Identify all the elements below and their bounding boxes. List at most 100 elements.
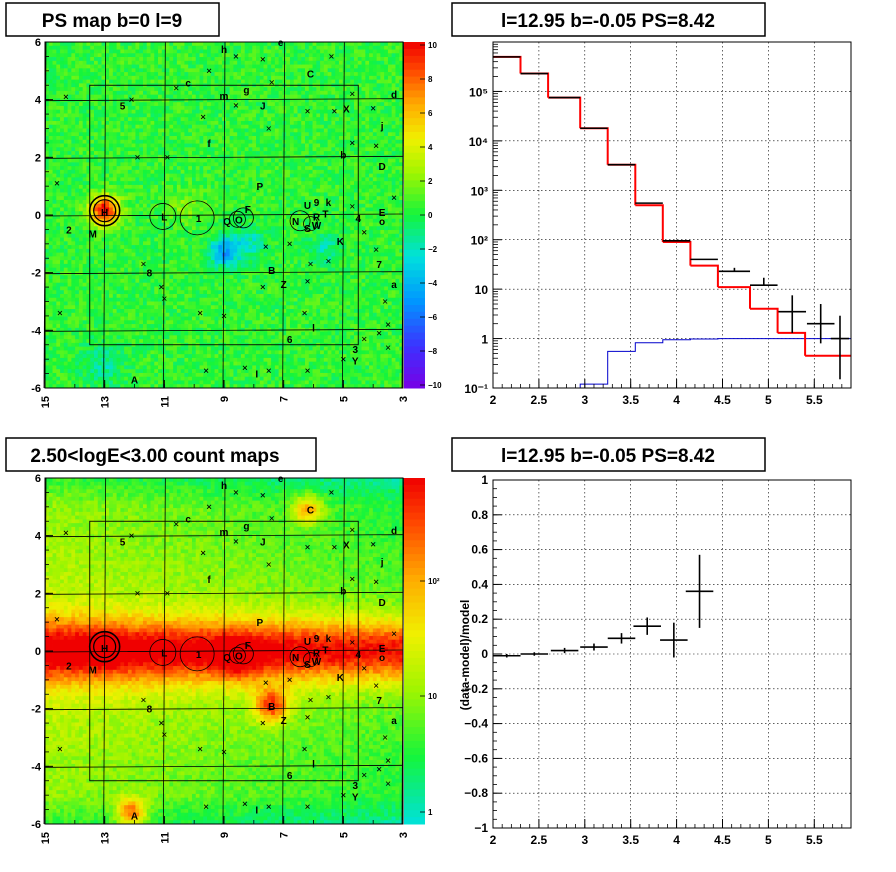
map-pixel bbox=[158, 354, 162, 358]
map-pixel bbox=[135, 294, 139, 298]
map-pixel bbox=[124, 279, 128, 283]
map-pixel bbox=[207, 177, 211, 181]
map-pixel bbox=[68, 309, 72, 313]
map-pixel bbox=[169, 275, 173, 279]
map-pixel bbox=[45, 241, 49, 245]
map-pixel bbox=[90, 256, 94, 260]
map-pixel bbox=[177, 279, 181, 283]
map-pixel bbox=[56, 317, 60, 321]
map-pixel bbox=[132, 170, 136, 174]
map-pixel bbox=[102, 294, 106, 298]
map-pixel bbox=[188, 95, 192, 99]
map-pixel bbox=[192, 369, 196, 373]
map-pixel bbox=[109, 65, 113, 69]
map-pixel bbox=[237, 335, 241, 339]
map-pixel bbox=[245, 305, 249, 309]
map-pixel bbox=[166, 151, 170, 155]
map-pixel bbox=[151, 50, 155, 54]
map-pixel bbox=[120, 113, 124, 117]
map-pixel bbox=[139, 324, 143, 328]
map-pixel bbox=[45, 177, 49, 181]
map-pixel bbox=[68, 343, 72, 347]
map-pixel bbox=[139, 129, 143, 133]
map-pixel bbox=[203, 207, 207, 211]
map-pixel bbox=[203, 162, 207, 166]
map-pixel bbox=[233, 42, 237, 46]
map-pixel bbox=[207, 50, 211, 54]
map-pixel bbox=[71, 113, 75, 117]
map-pixel bbox=[132, 283, 136, 287]
map-pixel bbox=[169, 302, 173, 306]
map-pixel bbox=[248, 65, 252, 69]
map-pixel bbox=[203, 298, 207, 302]
map-pixel bbox=[218, 249, 222, 253]
map-pixel bbox=[135, 87, 139, 91]
map-pixel bbox=[226, 365, 230, 369]
map-pixel bbox=[166, 110, 170, 114]
map-pixel bbox=[162, 207, 166, 211]
map-pixel bbox=[135, 234, 139, 238]
map-pixel bbox=[169, 294, 173, 298]
map-pixel bbox=[71, 238, 75, 242]
map-pixel bbox=[139, 189, 143, 193]
map-pixel bbox=[90, 159, 94, 163]
map-pixel bbox=[192, 268, 196, 272]
map-pixel bbox=[203, 317, 207, 321]
map-pixel bbox=[207, 305, 211, 309]
map-pixel bbox=[192, 283, 196, 287]
map-pixel bbox=[128, 309, 132, 313]
map-pixel bbox=[128, 177, 132, 181]
map-pixel bbox=[132, 80, 136, 84]
map-pixel bbox=[139, 102, 143, 106]
map-pixel bbox=[233, 65, 237, 69]
map-pixel bbox=[248, 121, 252, 125]
map-pixel bbox=[241, 102, 245, 106]
map-pixel bbox=[215, 223, 219, 227]
map-pixel bbox=[162, 151, 166, 155]
map-pixel bbox=[132, 328, 136, 332]
map-pixel bbox=[196, 241, 200, 245]
map-pixel bbox=[98, 362, 102, 366]
map-pixel bbox=[128, 57, 132, 61]
map-pixel bbox=[94, 313, 98, 317]
map-pixel bbox=[124, 324, 128, 328]
map-pixel bbox=[98, 253, 102, 257]
map-pixel bbox=[60, 211, 64, 215]
map-pixel bbox=[241, 57, 245, 61]
map-pixel bbox=[222, 106, 226, 110]
map-pixel bbox=[109, 369, 113, 373]
map-pixel bbox=[90, 302, 94, 306]
map-pixel bbox=[90, 106, 94, 110]
map-pixel bbox=[200, 264, 204, 268]
map-pixel bbox=[203, 113, 207, 117]
map-pixel bbox=[241, 332, 245, 336]
map-pixel bbox=[169, 268, 173, 272]
map-pixel bbox=[230, 264, 234, 268]
map-pixel bbox=[53, 313, 57, 317]
map-pixel bbox=[90, 365, 94, 369]
map-pixel bbox=[124, 204, 128, 208]
map-pixel bbox=[71, 249, 75, 253]
map-pixel bbox=[98, 313, 102, 317]
map-pixel bbox=[90, 95, 94, 99]
map-pixel bbox=[158, 320, 162, 324]
map-pixel bbox=[230, 256, 234, 260]
map-pixel bbox=[64, 132, 68, 136]
map-pixel bbox=[151, 189, 155, 193]
map-pixel bbox=[132, 95, 136, 99]
map-pixel bbox=[60, 362, 64, 366]
map-pixel bbox=[211, 102, 215, 106]
map-pixel bbox=[83, 369, 87, 373]
map-pixel bbox=[166, 185, 170, 189]
map-pixel bbox=[154, 298, 158, 302]
map-pixel bbox=[79, 309, 83, 313]
map-pixel bbox=[98, 294, 102, 298]
map-pixel bbox=[83, 238, 87, 242]
map-pixel bbox=[200, 136, 204, 140]
map-pixel bbox=[162, 121, 166, 125]
map-pixel bbox=[71, 102, 75, 106]
map-pixel bbox=[211, 177, 215, 181]
map-pixel bbox=[169, 339, 173, 343]
map-pixel bbox=[192, 53, 196, 57]
map-pixel bbox=[151, 151, 155, 155]
